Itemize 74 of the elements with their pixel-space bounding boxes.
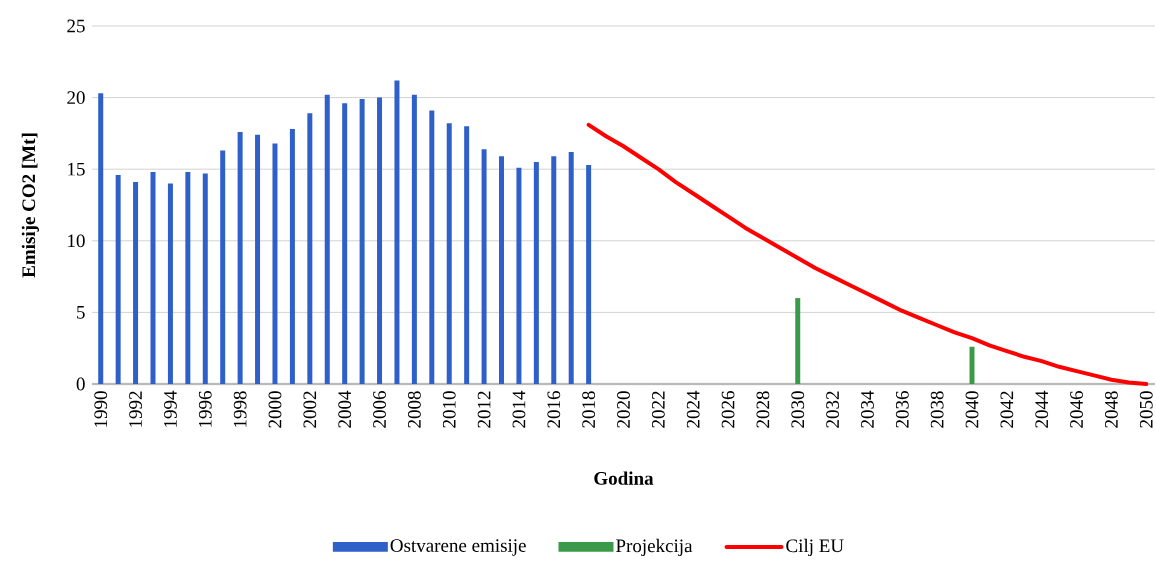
bar [969,346,975,384]
bar [98,93,104,384]
bar [133,182,139,384]
bar [551,156,557,384]
x-tick-label: 2002 [303,391,317,428]
x-tick-label: 2028 [756,391,770,428]
x-tick-label: 2000 [268,391,282,428]
bar [499,156,505,384]
bar [359,99,365,384]
bar [446,123,452,384]
bar [568,152,574,384]
x-tick-label: 2036 [895,391,909,428]
legend-label: Ostvarene emisije [390,539,526,556]
y-tick-label: 20 [67,91,85,104]
bar [307,113,313,384]
bar [272,143,278,384]
bar [377,97,383,384]
line-series [586,122,1149,386]
bar [185,172,191,384]
bar [516,167,522,384]
x-tick-label: 2004 [338,390,352,428]
x-tick-label: 1994 [164,390,177,427]
x-tick-label: 2038 [930,391,944,428]
legend-label: Cilj EU [786,538,844,557]
x-tick-label: 1992 [129,391,142,427]
y-tick-label: 0 [76,377,85,391]
y-tick-label: 10 [68,234,85,248]
x-tick-label: 2042 [1000,391,1014,428]
bar [481,149,487,384]
bar [464,126,470,384]
x-tick-label: 2024 [686,390,700,428]
x-tick-label: 2006 [373,391,386,428]
bar [237,131,243,384]
x-tick-label: 2034 [861,390,874,428]
x-tick-label: 2030 [791,391,805,428]
bar [220,150,226,384]
bar [586,164,592,384]
x-tick-label: 2050 [1139,391,1153,428]
x-tick-label: 2010 [442,391,456,428]
x-tick-label: 2032 [826,391,839,428]
x-axis-title: Godina [594,471,654,485]
x-tick-label: 2008 [407,391,421,428]
legend-label: Projekcija [616,538,693,557]
x-tick-label: 2020 [617,391,630,428]
bar [411,94,417,384]
bar [289,129,295,384]
x-tick-label: 1996 [198,391,212,427]
bar [533,162,539,384]
x-tick-label: 2022 [651,391,665,428]
x-tick-label: 2044 [1035,390,1049,428]
x-tick-label: 2048 [1105,391,1118,428]
bar [795,298,801,384]
y-tick-label: 5 [77,306,85,319]
y-tick-label: 25 [67,19,85,33]
x-tick-label: 2018 [582,391,596,428]
bar [115,174,121,384]
bar [342,103,348,384]
x-tick-label: 2026 [721,391,735,428]
bar [394,80,400,384]
y-axis-title: Emisije CO2 [Mt] [21,133,39,278]
y-tick-label: 15 [68,162,85,176]
bar [150,172,156,384]
bar [429,110,435,384]
bar [324,94,330,384]
x-tick-label: 2016 [547,391,561,428]
x-tick-label: 2040 [965,391,979,428]
x-tick-label: 2014 [512,390,526,428]
x-tick-label: 2046 [1070,391,1083,428]
x-tick-label: 1998 [233,391,247,427]
bar [167,183,173,384]
x-tick-label: 2012 [477,391,491,428]
bar [255,134,261,384]
bar [202,173,208,384]
x-tick-label: 1990 [94,391,108,427]
